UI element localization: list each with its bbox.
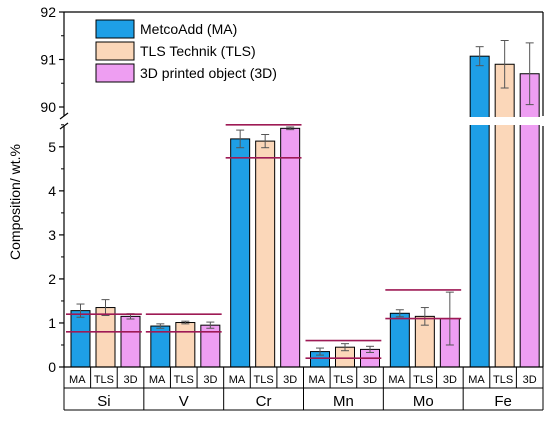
legend: MetcoAdd (MA) TLS Technik (TLS) 3D printed… [95,19,277,83]
group-label-cr: Cr [256,393,272,410]
y-tick-label: 4 [48,183,56,199]
sub-label: 3D [203,374,217,386]
bar-cr-ma [230,138,251,368]
bar-si-3d [120,315,141,368]
y-tick-label: 2 [48,271,56,287]
axis-break-gap [63,117,544,125]
group-label-fe: Fe [494,393,512,410]
sub-label: 3D [283,374,297,386]
sub-label: 3D [443,374,457,386]
bar-fe-ma [469,55,490,368]
y-axis-label: Composition/ wt.% [7,144,23,260]
sub-label: TLS [94,374,114,386]
sub-label: TLS [333,374,353,386]
axis-break-mark [59,122,69,130]
y-tick-label: 3 [48,227,56,243]
bars-layer [63,40,544,368]
group-label-mn: Mn [333,393,354,410]
sub-label: MA [149,374,166,386]
bar-fe-tls [494,63,515,368]
bar-si-tls [95,307,116,368]
y-tick-label: 90 [40,99,56,115]
bar-cr-tls [255,140,276,368]
legend-swatch-tls [95,41,135,61]
sub-label: TLS [413,374,433,386]
bar-v-tls [175,322,196,368]
y-tick-label: 5 [48,139,56,155]
sub-label: MA [69,374,86,386]
y-tick-label: 1 [48,315,56,331]
sub-label: TLS [253,374,273,386]
sub-label: TLS [493,374,513,386]
legend-label: MetcoAdd (MA) [140,21,237,37]
legend-label: 3D printed object (3D) [140,65,277,81]
y-tick-label: 91 [40,52,56,68]
bar-cr-3d [280,127,301,368]
sub-label: 3D [363,374,377,386]
axes-layer: 0 1 2 3 4 5 90 91 92 MA TLS 3D Si MA TLS 3D V MA TLS 3D Cr MA… [40,4,544,411]
y-tick-label: 92 [40,4,56,20]
bar-mo-ma [389,312,410,368]
sub-label: TLS [174,374,194,386]
sub-label: MA [309,374,326,386]
group-label-v: V [179,393,189,410]
group-label-si: Si [97,393,110,410]
axis-break-mark [59,112,69,120]
sub-label: 3D [123,374,137,386]
sub-label: MA [229,374,246,386]
sub-label: MA [468,374,485,386]
sub-label: MA [388,374,405,386]
spec-limit-lines [66,124,462,359]
legend-label: TLS Technik (TLS) [140,43,256,59]
group-label-mo: Mo [413,393,434,410]
legend-swatch-ma [95,19,135,39]
bar-si-ma [70,310,91,368]
sub-label: 3D [523,374,537,386]
legend-swatch-3d [95,63,135,83]
y-tick-label: 0 [48,359,56,375]
